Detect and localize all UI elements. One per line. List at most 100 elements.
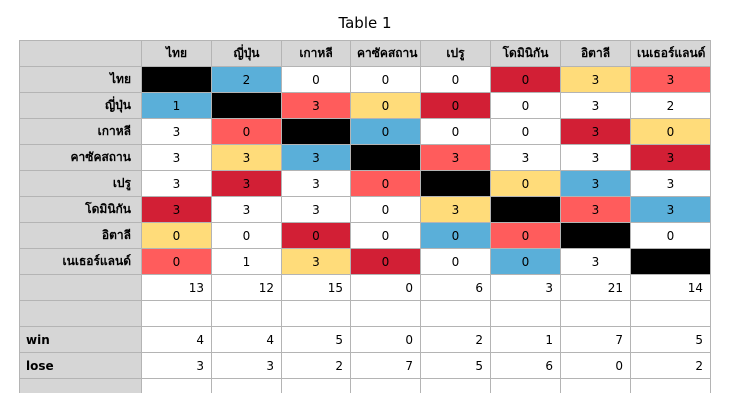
- lose-cell: 3: [141, 352, 212, 379]
- partial-row: [19, 378, 711, 393]
- column-header: เปรู: [420, 40, 491, 67]
- total-cell: 21: [560, 274, 631, 301]
- score-cell: [420, 170, 491, 197]
- score-cell: 1: [211, 248, 282, 275]
- row-header: ไทย: [19, 66, 142, 93]
- score-cell: 0: [350, 248, 421, 275]
- empty-cell: [490, 300, 561, 327]
- score-cell: 3: [281, 144, 351, 171]
- empty-cell: [141, 300, 212, 327]
- score-cell: 0: [630, 118, 711, 145]
- lose-cell: 5: [420, 352, 491, 379]
- row-header: ญี่ปุ่น: [19, 92, 142, 119]
- empty-cell: [560, 378, 631, 393]
- score-cell: 0: [490, 118, 561, 145]
- lose-row: lose 3 3 2 7 5 6 0 2: [19, 352, 711, 379]
- empty-cell: [560, 300, 631, 327]
- score-cell: 3: [560, 144, 631, 171]
- column-header: ไทย: [141, 40, 212, 67]
- lose-cell: 7: [350, 352, 421, 379]
- empty-cell: [350, 378, 421, 393]
- score-cell: 3: [630, 170, 711, 197]
- win-cell: 5: [281, 326, 351, 353]
- table-row: เกาหลี 3 0 0 0 0 3 0: [19, 118, 711, 145]
- win-cell: 1: [490, 326, 561, 353]
- win-cell: 0: [350, 326, 421, 353]
- score-cell: 0: [420, 66, 491, 93]
- win-label: win: [19, 326, 142, 353]
- empty-cell: [211, 378, 282, 393]
- score-cell: 0: [420, 222, 491, 249]
- score-cell: 0: [490, 66, 561, 93]
- row-header: เนเธอร์แลนด์: [19, 248, 142, 275]
- score-cell: 0: [350, 196, 421, 223]
- score-cell: [630, 248, 711, 275]
- score-cell: 3: [211, 196, 282, 223]
- score-cell: 3: [630, 196, 711, 223]
- total-cell: 15: [281, 274, 351, 301]
- results-table: ไทย ญี่ปุ่น เกาหลี คาซัคสถาน เปรู โดมินิกัน อิ…: [19, 40, 711, 393]
- total-cell: 3: [490, 274, 561, 301]
- totals-row: 13 12 15 0 6 3 21 14: [19, 274, 711, 301]
- lose-cell: 6: [490, 352, 561, 379]
- column-header: อิตาลี: [560, 40, 631, 67]
- score-cell: 3: [281, 196, 351, 223]
- score-cell: 3: [141, 118, 212, 145]
- empty-row: [19, 300, 711, 327]
- score-cell: 0: [281, 222, 351, 249]
- score-cell: 3: [141, 144, 212, 171]
- score-cell: 3: [560, 66, 631, 93]
- score-cell: 3: [281, 248, 351, 275]
- column-header: เกาหลี: [281, 40, 351, 67]
- corner-header-cell: [19, 40, 142, 67]
- score-cell: 0: [141, 222, 212, 249]
- row-header-empty: [19, 300, 142, 327]
- score-cell: 0: [281, 66, 351, 93]
- score-cell: 3: [281, 92, 351, 119]
- column-header: โดมินิกัน: [490, 40, 561, 67]
- row-header: อิตาลี: [19, 222, 142, 249]
- score-cell: [490, 196, 561, 223]
- win-cell: 5: [630, 326, 711, 353]
- score-cell: 3: [141, 196, 212, 223]
- total-cell: 0: [350, 274, 421, 301]
- row-header: เปรู: [19, 170, 142, 197]
- win-cell: 4: [141, 326, 212, 353]
- table-row: เนเธอร์แลนด์ 0 1 3 0 0 0 3: [19, 248, 711, 275]
- score-cell: [211, 92, 282, 119]
- score-cell: 0: [420, 118, 491, 145]
- score-cell: 0: [490, 222, 561, 249]
- score-cell: 2: [211, 66, 282, 93]
- score-cell: 3: [560, 248, 631, 275]
- score-cell: 0: [350, 66, 421, 93]
- score-cell: 3: [630, 144, 711, 171]
- score-cell: 0: [420, 248, 491, 275]
- row-header: เกาหลี: [19, 118, 142, 145]
- lose-cell: 2: [281, 352, 351, 379]
- score-cell: 0: [350, 222, 421, 249]
- lose-cell: 2: [630, 352, 711, 379]
- score-cell: 0: [490, 170, 561, 197]
- total-cell: 13: [141, 274, 212, 301]
- score-cell: 0: [490, 92, 561, 119]
- score-cell: 3: [490, 144, 561, 171]
- lose-cell: 0: [560, 352, 631, 379]
- score-cell: 3: [630, 66, 711, 93]
- row-header: คาซัคสถาน: [19, 144, 142, 171]
- score-cell: 0: [211, 222, 282, 249]
- total-cell: 12: [211, 274, 282, 301]
- empty-cell: [630, 300, 711, 327]
- win-cell: 4: [211, 326, 282, 353]
- score-cell: 0: [420, 92, 491, 119]
- score-cell: 3: [560, 92, 631, 119]
- score-cell: 3: [560, 170, 631, 197]
- header-row: ไทย ญี่ปุ่น เกาหลี คาซัคสถาน เปรู โดมินิกัน อิ…: [19, 40, 711, 67]
- row-header-empty: [19, 274, 142, 301]
- total-cell: 6: [420, 274, 491, 301]
- win-row: win 4 4 5 0 2 1 7 5: [19, 326, 711, 353]
- score-cell: 0: [490, 248, 561, 275]
- score-cell: 0: [630, 222, 711, 249]
- score-cell: 3: [420, 144, 491, 171]
- win-cell: 2: [420, 326, 491, 353]
- table-row: อิตาลี 0 0 0 0 0 0 0: [19, 222, 711, 249]
